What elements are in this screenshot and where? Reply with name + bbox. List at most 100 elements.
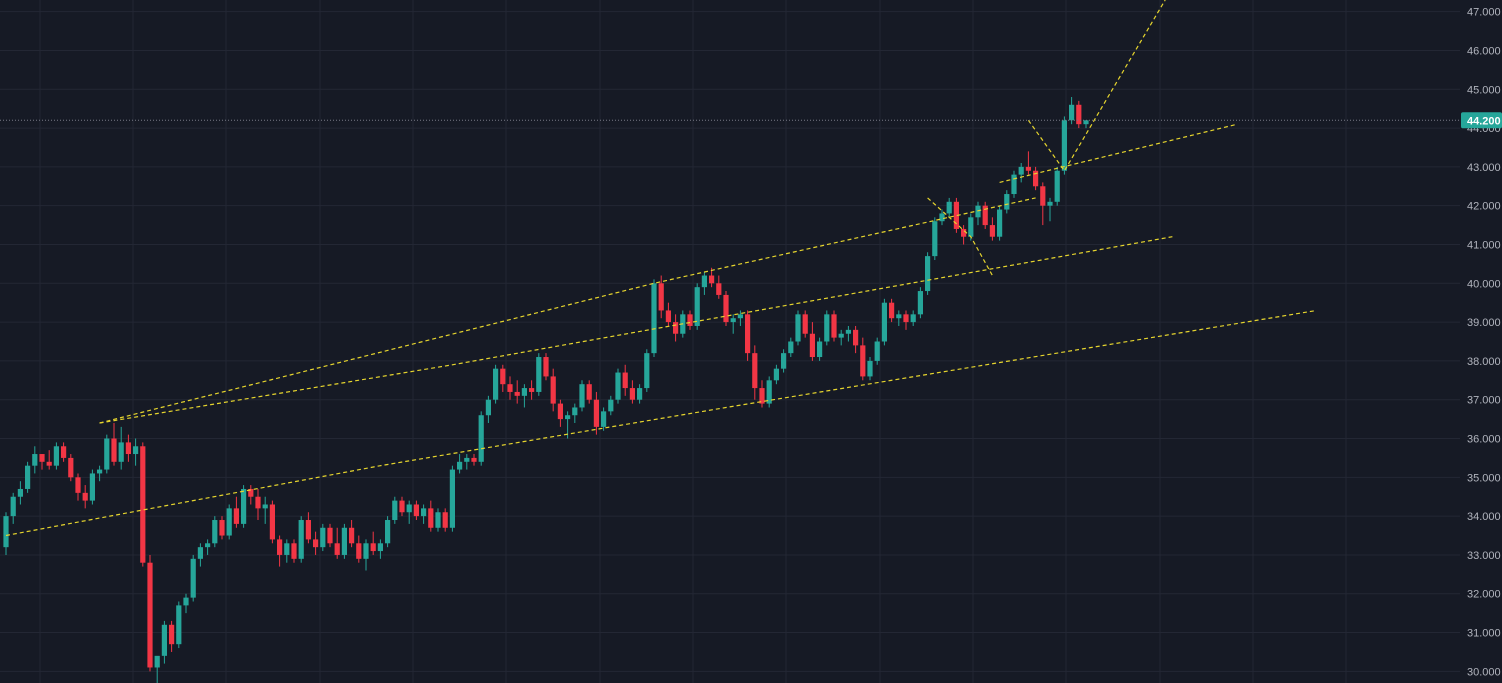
candle[interactable] xyxy=(1076,100,1082,129)
candle[interactable] xyxy=(982,201,988,229)
candle[interactable] xyxy=(766,376,772,408)
candle[interactable] xyxy=(716,275,722,299)
candle[interactable] xyxy=(752,345,758,400)
candle[interactable] xyxy=(190,554,196,602)
candle[interactable] xyxy=(248,485,254,505)
candle[interactable] xyxy=(46,450,52,470)
candle[interactable] xyxy=(737,310,743,326)
candle[interactable] xyxy=(572,403,578,423)
candle[interactable] xyxy=(406,500,412,524)
projection-upper-line[interactable] xyxy=(999,123,1238,183)
candle[interactable] xyxy=(478,411,484,466)
candle[interactable] xyxy=(421,504,427,524)
candle[interactable] xyxy=(370,531,376,555)
candle[interactable] xyxy=(17,481,23,505)
candle[interactable] xyxy=(845,325,851,342)
candle[interactable] xyxy=(284,539,290,563)
candle[interactable] xyxy=(356,535,362,563)
candle[interactable] xyxy=(644,349,650,392)
candle[interactable] xyxy=(154,655,160,683)
candle[interactable] xyxy=(471,454,477,466)
candle[interactable] xyxy=(442,508,448,532)
candle[interactable] xyxy=(795,310,801,346)
candle[interactable] xyxy=(759,380,765,408)
candle[interactable] xyxy=(493,364,499,404)
candle[interactable] xyxy=(111,422,117,466)
candle[interactable] xyxy=(10,492,16,524)
candle[interactable] xyxy=(745,310,751,361)
candle[interactable] xyxy=(61,442,67,462)
candle[interactable] xyxy=(521,384,527,408)
candle[interactable] xyxy=(586,380,592,404)
candle[interactable] xyxy=(291,539,297,563)
candle[interactable] xyxy=(464,454,470,470)
candle[interactable] xyxy=(831,310,837,342)
candle[interactable] xyxy=(946,197,952,218)
candle[interactable] xyxy=(341,523,347,559)
candle[interactable] xyxy=(313,531,319,555)
candle[interactable] xyxy=(658,275,664,319)
candle[interactable] xyxy=(881,298,887,346)
candle[interactable] xyxy=(809,322,815,361)
candle[interactable] xyxy=(608,395,614,416)
candle[interactable] xyxy=(89,469,95,505)
candle[interactable] xyxy=(97,465,103,482)
candle[interactable] xyxy=(183,593,189,614)
candle[interactable] xyxy=(579,380,585,412)
candle[interactable] xyxy=(255,488,261,521)
candle[interactable] xyxy=(226,504,232,540)
candle[interactable] xyxy=(781,349,787,373)
candle[interactable] xyxy=(896,310,902,326)
candle[interactable] xyxy=(550,368,556,412)
candle[interactable] xyxy=(507,376,513,400)
candle[interactable] xyxy=(773,364,779,385)
candle[interactable] xyxy=(377,539,383,559)
candle[interactable] xyxy=(557,399,563,427)
lower-channel-line[interactable] xyxy=(5,309,1317,537)
candle[interactable] xyxy=(39,454,45,470)
candle[interactable] xyxy=(665,302,671,326)
candle[interactable] xyxy=(514,380,520,404)
candle[interactable] xyxy=(817,337,823,361)
candle[interactable] xyxy=(320,523,326,552)
candle[interactable] xyxy=(147,554,153,672)
candle[interactable] xyxy=(197,543,203,567)
candle[interactable] xyxy=(687,310,693,330)
candle[interactable] xyxy=(269,500,275,544)
candle[interactable] xyxy=(1025,151,1031,175)
candle[interactable] xyxy=(1069,97,1075,125)
candle[interactable] xyxy=(860,337,866,381)
candle[interactable] xyxy=(298,516,304,563)
candle[interactable] xyxy=(169,620,175,652)
candle[interactable] xyxy=(305,512,311,544)
candle[interactable] xyxy=(1011,170,1017,198)
candle[interactable] xyxy=(802,310,808,338)
candle[interactable] xyxy=(457,454,463,474)
candle[interactable] xyxy=(1018,162,1024,183)
candle[interactable] xyxy=(730,314,736,334)
candle[interactable] xyxy=(68,454,74,482)
candle[interactable] xyxy=(75,473,81,501)
candle[interactable] xyxy=(1033,166,1039,191)
candle[interactable] xyxy=(838,329,844,346)
candle[interactable] xyxy=(889,298,895,323)
candle[interactable] xyxy=(413,500,419,521)
candle[interactable] xyxy=(543,353,549,381)
candle[interactable] xyxy=(694,283,700,330)
candle[interactable] xyxy=(1040,182,1046,226)
candle[interactable] xyxy=(673,314,679,342)
candle[interactable] xyxy=(205,539,211,555)
candle[interactable] xyxy=(1054,166,1060,206)
candle[interactable] xyxy=(233,496,239,528)
candle[interactable] xyxy=(593,391,599,435)
candle[interactable] xyxy=(327,523,333,548)
candle[interactable] xyxy=(536,353,542,396)
candle[interactable] xyxy=(622,364,628,396)
candle[interactable] xyxy=(989,217,995,241)
candle[interactable] xyxy=(241,485,247,528)
candle[interactable] xyxy=(140,442,146,567)
candle[interactable] xyxy=(932,217,938,261)
candle[interactable] xyxy=(615,368,621,404)
candle[interactable] xyxy=(334,527,340,559)
